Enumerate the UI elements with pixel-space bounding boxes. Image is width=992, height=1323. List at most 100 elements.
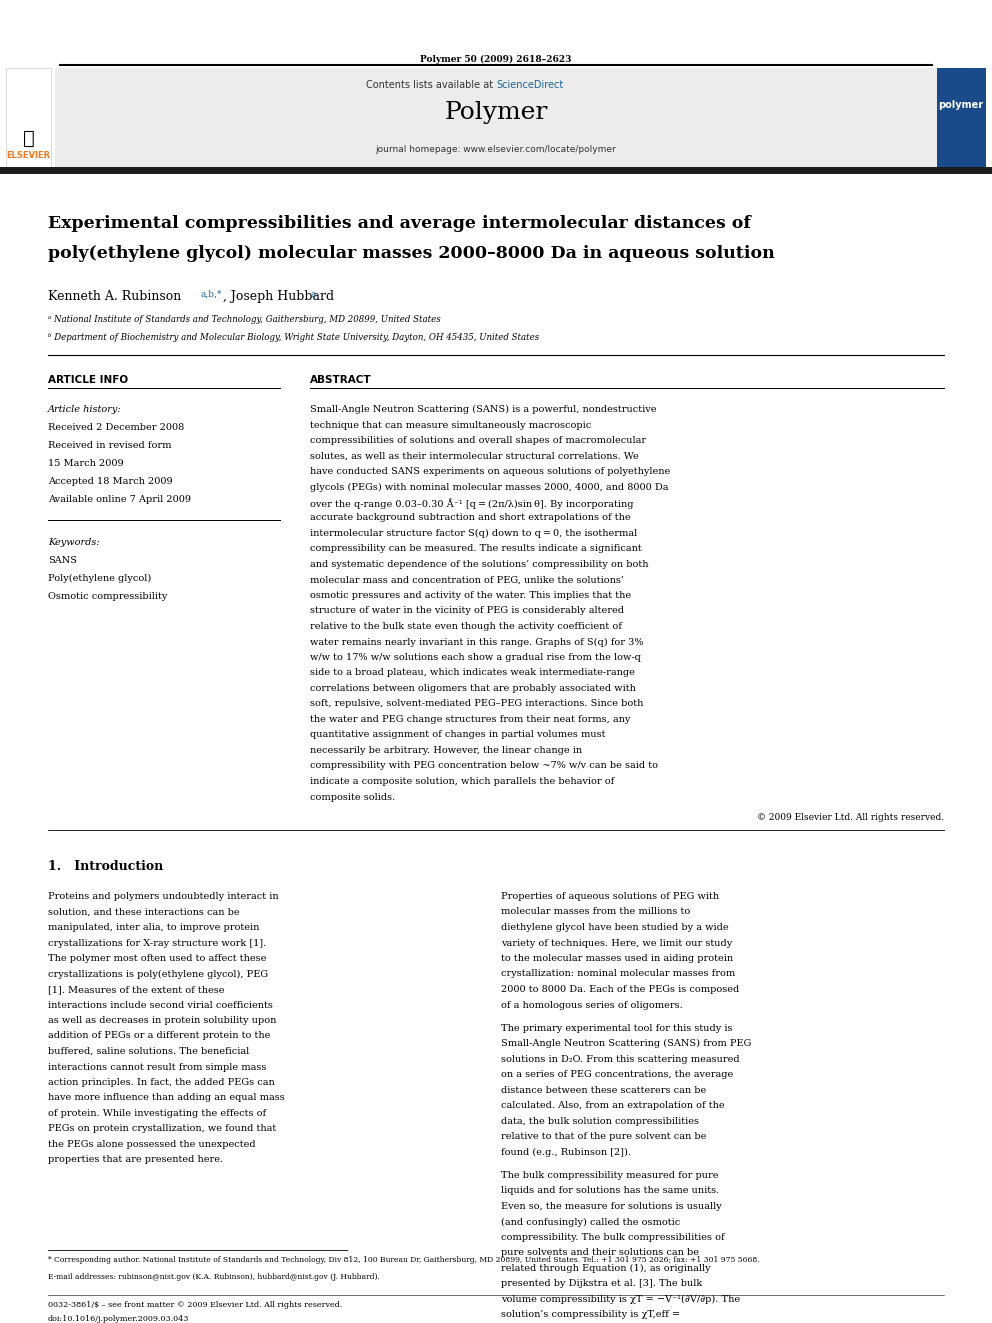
Text: compressibility with PEG concentration below ~7% w/v can be said to: compressibility with PEG concentration b… (310, 762, 658, 770)
Text: interactions include second virial coefficients: interactions include second virial coeff… (48, 1000, 273, 1009)
Text: © 2009 Elsevier Ltd. All rights reserved.: © 2009 Elsevier Ltd. All rights reserved… (757, 814, 944, 822)
Text: liquids and for solutions has the same units.: liquids and for solutions has the same u… (501, 1187, 719, 1196)
Text: accurate background subtraction and short extrapolations of the: accurate background subtraction and shor… (310, 513, 631, 523)
Text: intermolecular structure factor S(q) down to q = 0, the isothermal: intermolecular structure factor S(q) dow… (310, 529, 637, 538)
Text: crystallization: nominal molecular masses from: crystallization: nominal molecular masse… (501, 970, 735, 979)
Text: interactions cannot result from simple mass: interactions cannot result from simple m… (48, 1062, 267, 1072)
Text: pure solvents and their solutions can be: pure solvents and their solutions can be (501, 1249, 699, 1257)
Text: to the molecular masses used in aiding protein: to the molecular masses used in aiding p… (501, 954, 733, 963)
Text: compressibility can be measured. The results indicate a significant: compressibility can be measured. The res… (310, 545, 642, 553)
Text: SANS: SANS (48, 556, 77, 565)
Text: manipulated, inter alia, to improve protein: manipulated, inter alia, to improve prot… (48, 923, 259, 931)
Text: water remains nearly invariant in this range. Graphs of S(q) for 3%: water remains nearly invariant in this r… (310, 638, 644, 647)
Text: , Joseph Hubbard: , Joseph Hubbard (223, 290, 338, 303)
Text: necessarily be arbitrary. However, the linear change in: necessarily be arbitrary. However, the l… (310, 746, 582, 755)
Text: as well as decreases in protein solubility upon: as well as decreases in protein solubili… (48, 1016, 277, 1025)
Text: ARTICLE INFO: ARTICLE INFO (48, 374, 128, 385)
Text: solution, and these interactions can be: solution, and these interactions can be (48, 908, 240, 917)
Text: buffered, saline solutions. The beneficial: buffered, saline solutions. The benefici… (48, 1046, 249, 1056)
Text: Polymer: Polymer (444, 102, 548, 124)
Text: Available online 7 April 2009: Available online 7 April 2009 (48, 495, 191, 504)
Text: The primary experimental tool for this study is: The primary experimental tool for this s… (501, 1024, 732, 1033)
Text: ᵃ National Institute of Standards and Technology, Gaithersburg, MD 20899, United: ᵃ National Institute of Standards and Te… (48, 315, 440, 324)
Text: Contents lists available at: Contents lists available at (366, 79, 496, 90)
Text: a: a (310, 290, 315, 299)
Text: found (e.g., Rubinson [2]).: found (e.g., Rubinson [2]). (501, 1148, 631, 1156)
Text: ᵇ Department of Biochemistry and Molecular Biology, Wright State University, Day: ᵇ Department of Biochemistry and Molecul… (48, 333, 539, 343)
Text: relative to the bulk state even though the activity coefficient of: relative to the bulk state even though t… (310, 622, 622, 631)
Text: osmotic pressures and activity of the water. This implies that the: osmotic pressures and activity of the wa… (310, 591, 631, 601)
Text: the PEGs alone possessed the unexpected: the PEGs alone possessed the unexpected (48, 1140, 256, 1148)
Text: presented by Dijkstra et al. [3]. The bulk: presented by Dijkstra et al. [3]. The bu… (501, 1279, 702, 1289)
Text: ELSEVIER: ELSEVIER (6, 151, 51, 160)
Text: The bulk compressibility measured for pure: The bulk compressibility measured for pu… (501, 1171, 718, 1180)
Text: [1]. Measures of the extent of these: [1]. Measures of the extent of these (48, 986, 224, 994)
Text: Keywords:: Keywords: (48, 538, 99, 546)
Text: Small-Angle Neutron Scattering (SANS) from PEG: Small-Angle Neutron Scattering (SANS) fr… (501, 1040, 751, 1048)
Bar (55, 67, 937, 168)
Text: distance between these scatterers can be: distance between these scatterers can be (501, 1086, 706, 1094)
Text: have conducted SANS experiments on aqueous solutions of polyethylene: have conducted SANS experiments on aqueo… (310, 467, 671, 476)
Text: solution’s compressibility is χT,eff =: solution’s compressibility is χT,eff = (501, 1311, 680, 1319)
Text: 0032-3861/$ – see front matter © 2009 Elsevier Ltd. All rights reserved.: 0032-3861/$ – see front matter © 2009 El… (48, 1301, 342, 1308)
Text: Proteins and polymers undoubtedly interact in: Proteins and polymers undoubtedly intera… (48, 892, 279, 901)
Text: and systematic dependence of the solutions’ compressibility on both: and systematic dependence of the solutio… (310, 560, 649, 569)
Text: (and confusingly) called the osmotic: (and confusingly) called the osmotic (501, 1217, 681, 1226)
Bar (6, 67, 51, 168)
Text: relative to that of the pure solvent can be: relative to that of the pure solvent can… (501, 1132, 706, 1142)
Text: Poly(ethylene glycol): Poly(ethylene glycol) (48, 574, 151, 583)
Text: a,b,*: a,b,* (200, 290, 221, 299)
Text: molecular masses from the millions to: molecular masses from the millions to (501, 908, 690, 917)
Text: 🌳: 🌳 (23, 128, 35, 147)
Text: the water and PEG change structures from their neat forms, any: the water and PEG change structures from… (310, 714, 630, 724)
Text: Osmotic compressibility: Osmotic compressibility (48, 591, 168, 601)
Text: have more influence than adding an equal mass: have more influence than adding an equal… (48, 1094, 285, 1102)
Text: addition of PEGs or a different protein to the: addition of PEGs or a different protein … (48, 1032, 271, 1040)
Text: indicate a composite solution, which parallels the behavior of: indicate a composite solution, which par… (310, 777, 614, 786)
Text: diethylene glycol have been studied by a wide: diethylene glycol have been studied by a… (501, 923, 729, 931)
Text: molecular mass and concentration of PEG, unlike the solutions’: molecular mass and concentration of PEG,… (310, 576, 624, 585)
Text: over the q-range 0.03–0.30 Å⁻¹ [q = (2π/λ)sin θ]. By incorporating: over the q-range 0.03–0.30 Å⁻¹ [q = (2π/… (310, 497, 634, 509)
Text: crystallizations is poly(ethylene glycol), PEG: crystallizations is poly(ethylene glycol… (48, 970, 268, 979)
Text: variety of techniques. Here, we limit our study: variety of techniques. Here, we limit ou… (501, 938, 732, 947)
Text: correlations between oligomers that are probably associated with: correlations between oligomers that are … (310, 684, 636, 693)
Text: Kenneth A. Rubinson: Kenneth A. Rubinson (48, 290, 186, 303)
Text: composite solids.: composite solids. (310, 792, 395, 802)
Text: ScienceDirect: ScienceDirect (496, 79, 563, 90)
Text: of protein. While investigating the effects of: of protein. While investigating the effe… (48, 1109, 266, 1118)
Text: Accepted 18 March 2009: Accepted 18 March 2009 (48, 478, 173, 486)
Text: Received in revised form: Received in revised form (48, 441, 172, 450)
Text: compressibilities of solutions and overall shapes of macromolecular: compressibilities of solutions and overa… (310, 437, 646, 445)
Text: Article history:: Article history: (48, 405, 122, 414)
Text: on a series of PEG concentrations, the average: on a series of PEG concentrations, the a… (501, 1070, 733, 1080)
Text: compressibility. The bulk compressibilities of: compressibility. The bulk compressibilit… (501, 1233, 724, 1242)
Text: Received 2 December 2008: Received 2 December 2008 (48, 423, 185, 433)
Text: solutions in D₂O. From this scattering measured: solutions in D₂O. From this scattering m… (501, 1054, 740, 1064)
Text: calculated. Also, from an extrapolation of the: calculated. Also, from an extrapolation … (501, 1101, 724, 1110)
Text: side to a broad plateau, which indicates weak intermediate-range: side to a broad plateau, which indicates… (310, 668, 635, 677)
Text: journal homepage: www.elsevier.com/locate/polymer: journal homepage: www.elsevier.com/locat… (376, 146, 616, 155)
Text: 1.   Introduction: 1. Introduction (48, 860, 164, 873)
Text: of a homologous series of oligomers.: of a homologous series of oligomers. (501, 1000, 682, 1009)
Text: quantitative assignment of changes in partial volumes must: quantitative assignment of changes in pa… (310, 730, 605, 740)
Text: solutes, as well as their intermolecular structural correlations. We: solutes, as well as their intermolecular… (310, 451, 639, 460)
Text: polymer: polymer (938, 101, 983, 110)
Text: data, the bulk solution compressibilities: data, the bulk solution compressibilitie… (501, 1117, 699, 1126)
Text: 2000 to 8000 Da. Each of the PEGs is composed: 2000 to 8000 Da. Each of the PEGs is com… (501, 986, 739, 994)
Text: ABSTRACT: ABSTRACT (310, 374, 372, 385)
Text: technique that can measure simultaneously macroscopic: technique that can measure simultaneousl… (310, 421, 591, 430)
Text: Even so, the measure for solutions is usually: Even so, the measure for solutions is us… (501, 1203, 722, 1211)
Text: related through Equation (1), as originally: related through Equation (1), as origina… (501, 1263, 710, 1273)
Text: glycols (PEGs) with nominal molecular masses 2000, 4000, and 8000 Da: glycols (PEGs) with nominal molecular ma… (310, 483, 669, 492)
Text: 15 March 2009: 15 March 2009 (48, 459, 124, 468)
Text: crystallizations for X-ray structure work [1].: crystallizations for X-ray structure wor… (48, 938, 266, 947)
Text: PEGs on protein crystallization, we found that: PEGs on protein crystallization, we foun… (48, 1125, 276, 1134)
Text: volume compressibility is χT = −V⁻¹(∂V/∂p). The: volume compressibility is χT = −V⁻¹(∂V/∂… (501, 1295, 740, 1304)
Text: action principles. In fact, the added PEGs can: action principles. In fact, the added PE… (48, 1078, 275, 1088)
Text: doi:10.1016/j.polymer.2009.03.043: doi:10.1016/j.polymer.2009.03.043 (48, 1315, 189, 1323)
Text: properties that are presented here.: properties that are presented here. (48, 1155, 223, 1164)
Text: soft, repulsive, solvent-mediated PEG–PEG interactions. Since both: soft, repulsive, solvent-mediated PEG–PE… (310, 700, 644, 709)
Text: structure of water in the vicinity of PEG is considerably altered: structure of water in the vicinity of PE… (310, 606, 624, 615)
Text: The polymer most often used to affect these: The polymer most often used to affect th… (48, 954, 267, 963)
Text: Properties of aqueous solutions of PEG with: Properties of aqueous solutions of PEG w… (501, 892, 719, 901)
